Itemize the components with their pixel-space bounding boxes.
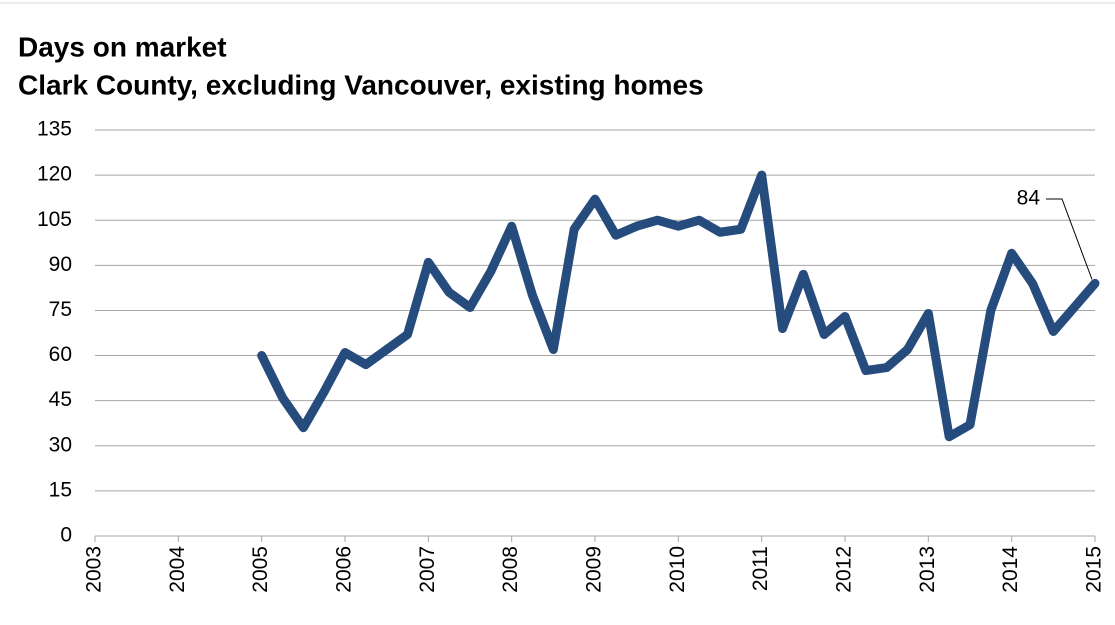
y-tick-label: 60	[49, 343, 72, 366]
y-tick-label: 120	[37, 163, 72, 186]
data-line	[257, 170, 1100, 442]
x-tick-label: 2010	[666, 546, 689, 593]
chart-title: Days on market	[18, 31, 227, 62]
x-tick-label: 2008	[499, 546, 522, 593]
x-tick-label: 2015	[1083, 546, 1106, 593]
x-tick-label: 2005	[249, 546, 272, 593]
y-tick-label: 15	[49, 478, 72, 501]
x-tick-label: 2013	[916, 546, 939, 593]
data-label: 84	[1017, 187, 1041, 210]
y-tick-label: 75	[49, 298, 72, 321]
y-tick-label: 105	[37, 208, 72, 231]
x-tick-label: 2009	[583, 546, 606, 593]
x-tick-label: 2012	[833, 546, 856, 593]
y-tick-label: 90	[49, 253, 72, 276]
chart-subtitle: Clark County, excluding Vancouver, exist…	[18, 69, 704, 100]
label-leader	[1046, 198, 1093, 280]
x-tick-label: 2007	[416, 546, 439, 593]
y-tick-label: 45	[49, 388, 72, 411]
x-tick-label: 2011	[749, 546, 772, 591]
x-tick-label: 2003	[83, 546, 106, 593]
y-tick-label: 0	[60, 524, 72, 547]
x-tick-label: 2006	[333, 546, 356, 593]
x-tick-label: 2014	[999, 546, 1022, 593]
y-tick-label: 135	[37, 118, 72, 141]
y-tick-label: 30	[49, 433, 72, 456]
x-tick-label: 2004	[166, 546, 189, 593]
